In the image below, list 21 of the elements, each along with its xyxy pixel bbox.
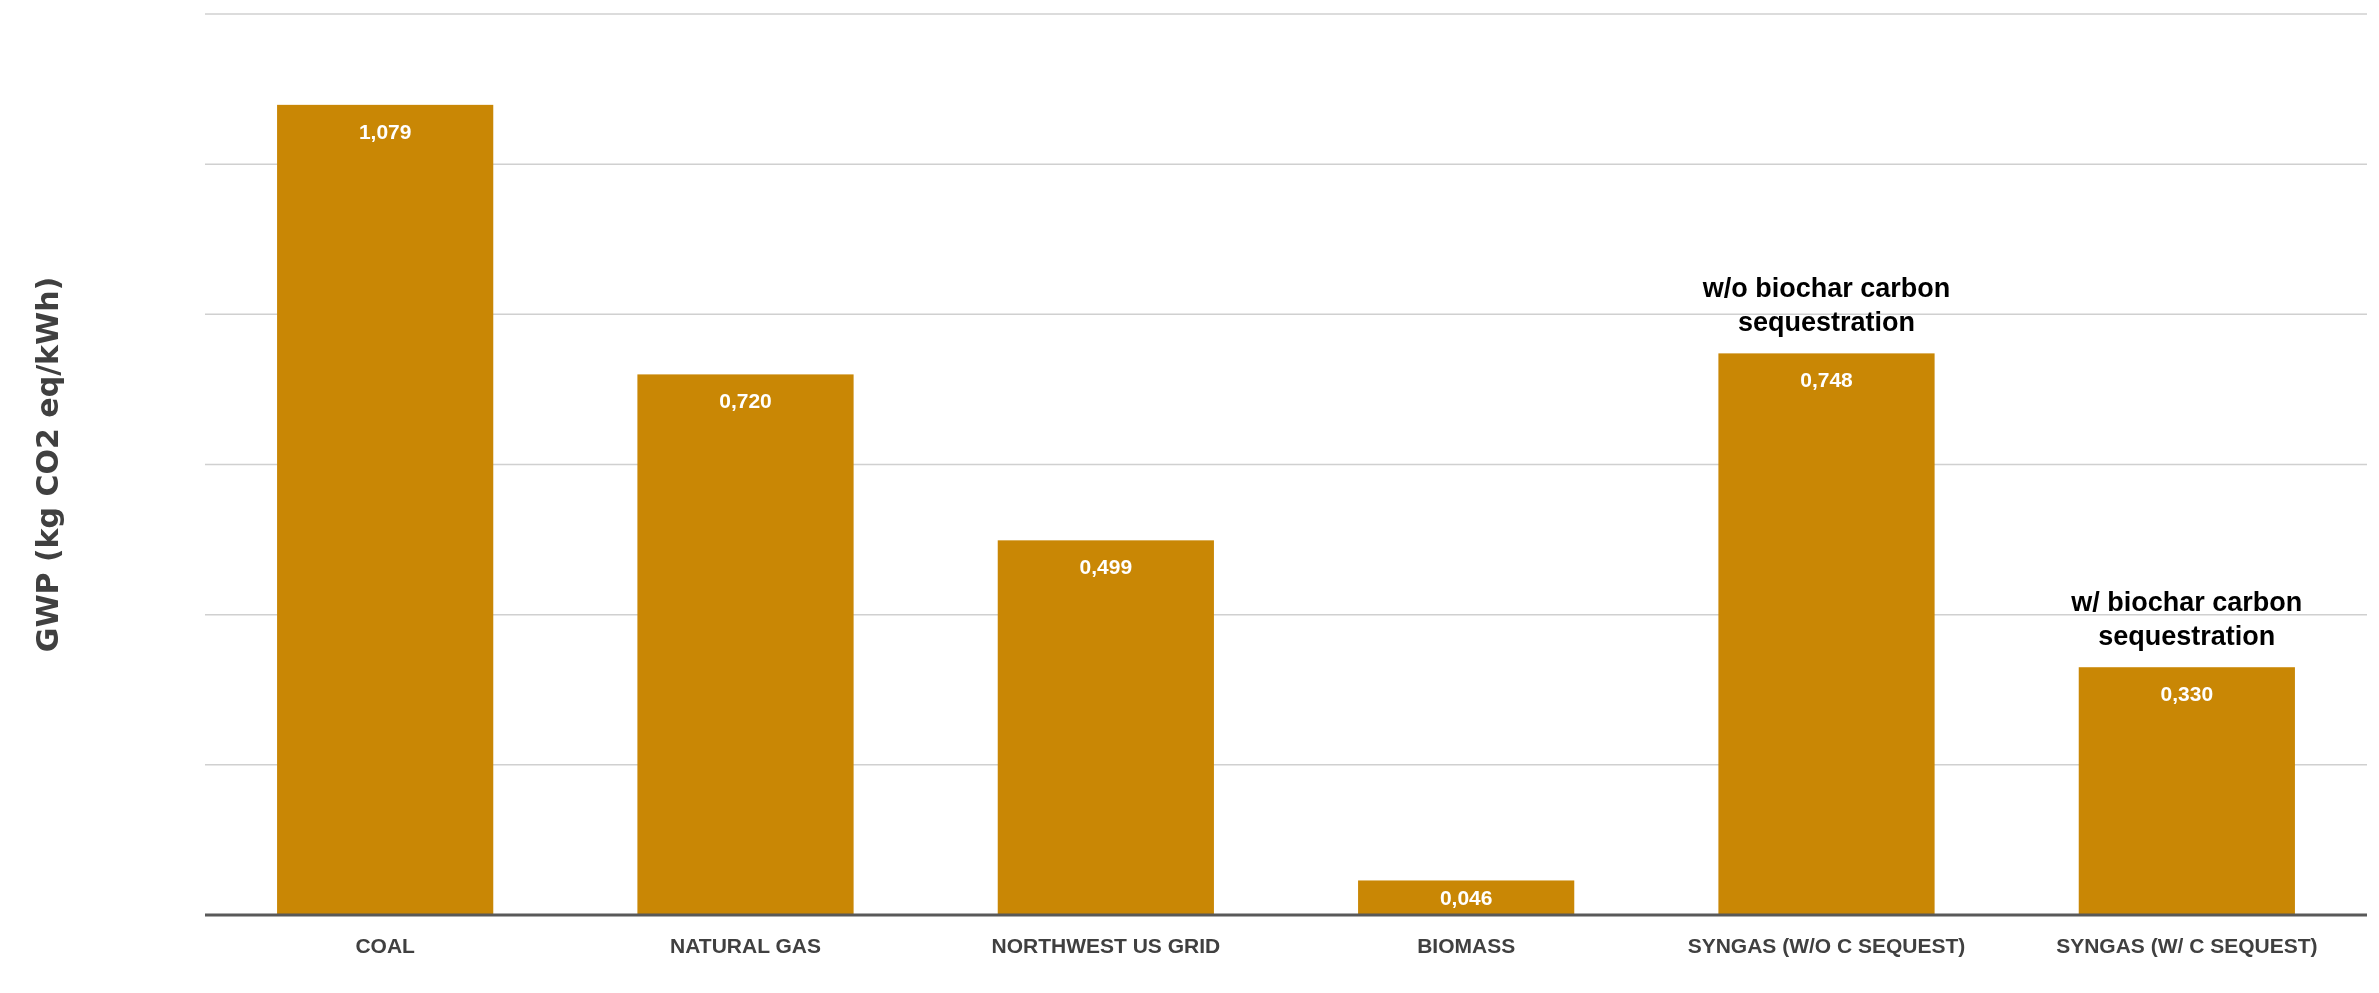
bar [2078, 667, 2295, 915]
bar [277, 104, 494, 915]
x-tick-label: SYNGAS (W/ C SEQUEST) [2056, 934, 2318, 957]
bar [1358, 880, 1575, 915]
x-tick-label: NATURAL GAS [670, 934, 821, 957]
data-label: 0,499 [1079, 555, 1133, 579]
bar [637, 374, 854, 915]
x-tick-label: NORTHWEST US GRID [991, 934, 1221, 957]
x-tick-label: SYNGAS (W/O C SEQUEST) [1687, 934, 1966, 957]
annotation: w/o biochar carbon sequestration [1701, 273, 1951, 338]
y-axis-title: GWP (kg CO2 eq/kWh) [30, 276, 65, 653]
data-label: 0,330 [2160, 682, 2214, 706]
data-label: 1,079 [358, 119, 412, 143]
x-tick-label: COAL [355, 934, 416, 957]
data-label: 0,748 [1800, 368, 1854, 392]
data-label: 0,046 [1439, 885, 1493, 909]
annotation: w/ biochar carbon sequestration [2070, 587, 2303, 652]
x-tick-label: BIOMASS [1417, 934, 1516, 957]
bar [1718, 353, 1935, 915]
data-label: 0,720 [719, 389, 772, 413]
bar [997, 540, 1214, 915]
